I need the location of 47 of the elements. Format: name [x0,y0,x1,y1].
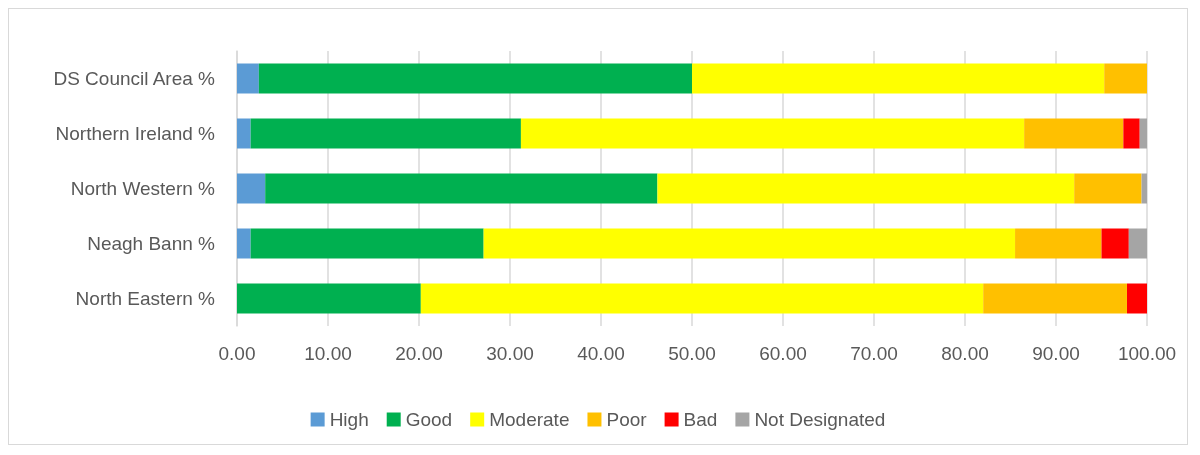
y-tick-label: DS Council Area % [53,68,216,89]
bar [1141,173,1147,204]
bar [1074,173,1142,204]
bar [692,63,1105,94]
x-tick-label: 50.00 [668,343,716,364]
y-tick-label: Neagh Bann % [87,233,216,254]
bar [520,118,1025,149]
x-tick-label: 90.00 [1032,343,1080,364]
bar [265,173,658,204]
legend-label: Good [405,409,453,430]
y-tick-label: Northern Ireland % [55,123,216,144]
y-tick-label: North Eastern % [75,288,216,309]
bar [237,283,421,314]
x-tick-label: 20.00 [395,343,443,364]
bar [983,283,1127,314]
legend-label: Bad [683,409,718,430]
bar [1126,283,1147,314]
bar [420,283,984,314]
x-tick-label: 100.00 [1117,343,1177,364]
legend-label: High [329,409,369,430]
bar [1101,228,1129,259]
bar [1104,63,1147,94]
bar [483,228,1016,259]
y-tick-label: North Western % [70,178,216,199]
x-tick-label: 0.00 [218,343,256,364]
bar [1123,118,1140,149]
x-tick-label: 80.00 [941,343,989,364]
legend-label: Poor [606,409,648,430]
bar [237,173,266,204]
bar [1128,228,1147,259]
x-tick-label: 30.00 [486,343,534,364]
x-tick-label: 10.00 [304,343,352,364]
x-tick-label: 60.00 [759,343,807,364]
bar [1015,228,1102,259]
bar [237,228,251,259]
bar [237,118,251,149]
x-tick-label: 40.00 [577,343,625,364]
bar [237,63,259,94]
bar [1139,118,1147,149]
legend-label: Not Designated [754,409,886,430]
legend-label: Moderate [489,409,570,430]
bar [258,63,692,94]
bar [1024,118,1124,149]
bar [250,118,521,149]
x-tick-label: 70.00 [850,343,898,364]
bar [250,228,484,259]
bar [657,173,1075,204]
